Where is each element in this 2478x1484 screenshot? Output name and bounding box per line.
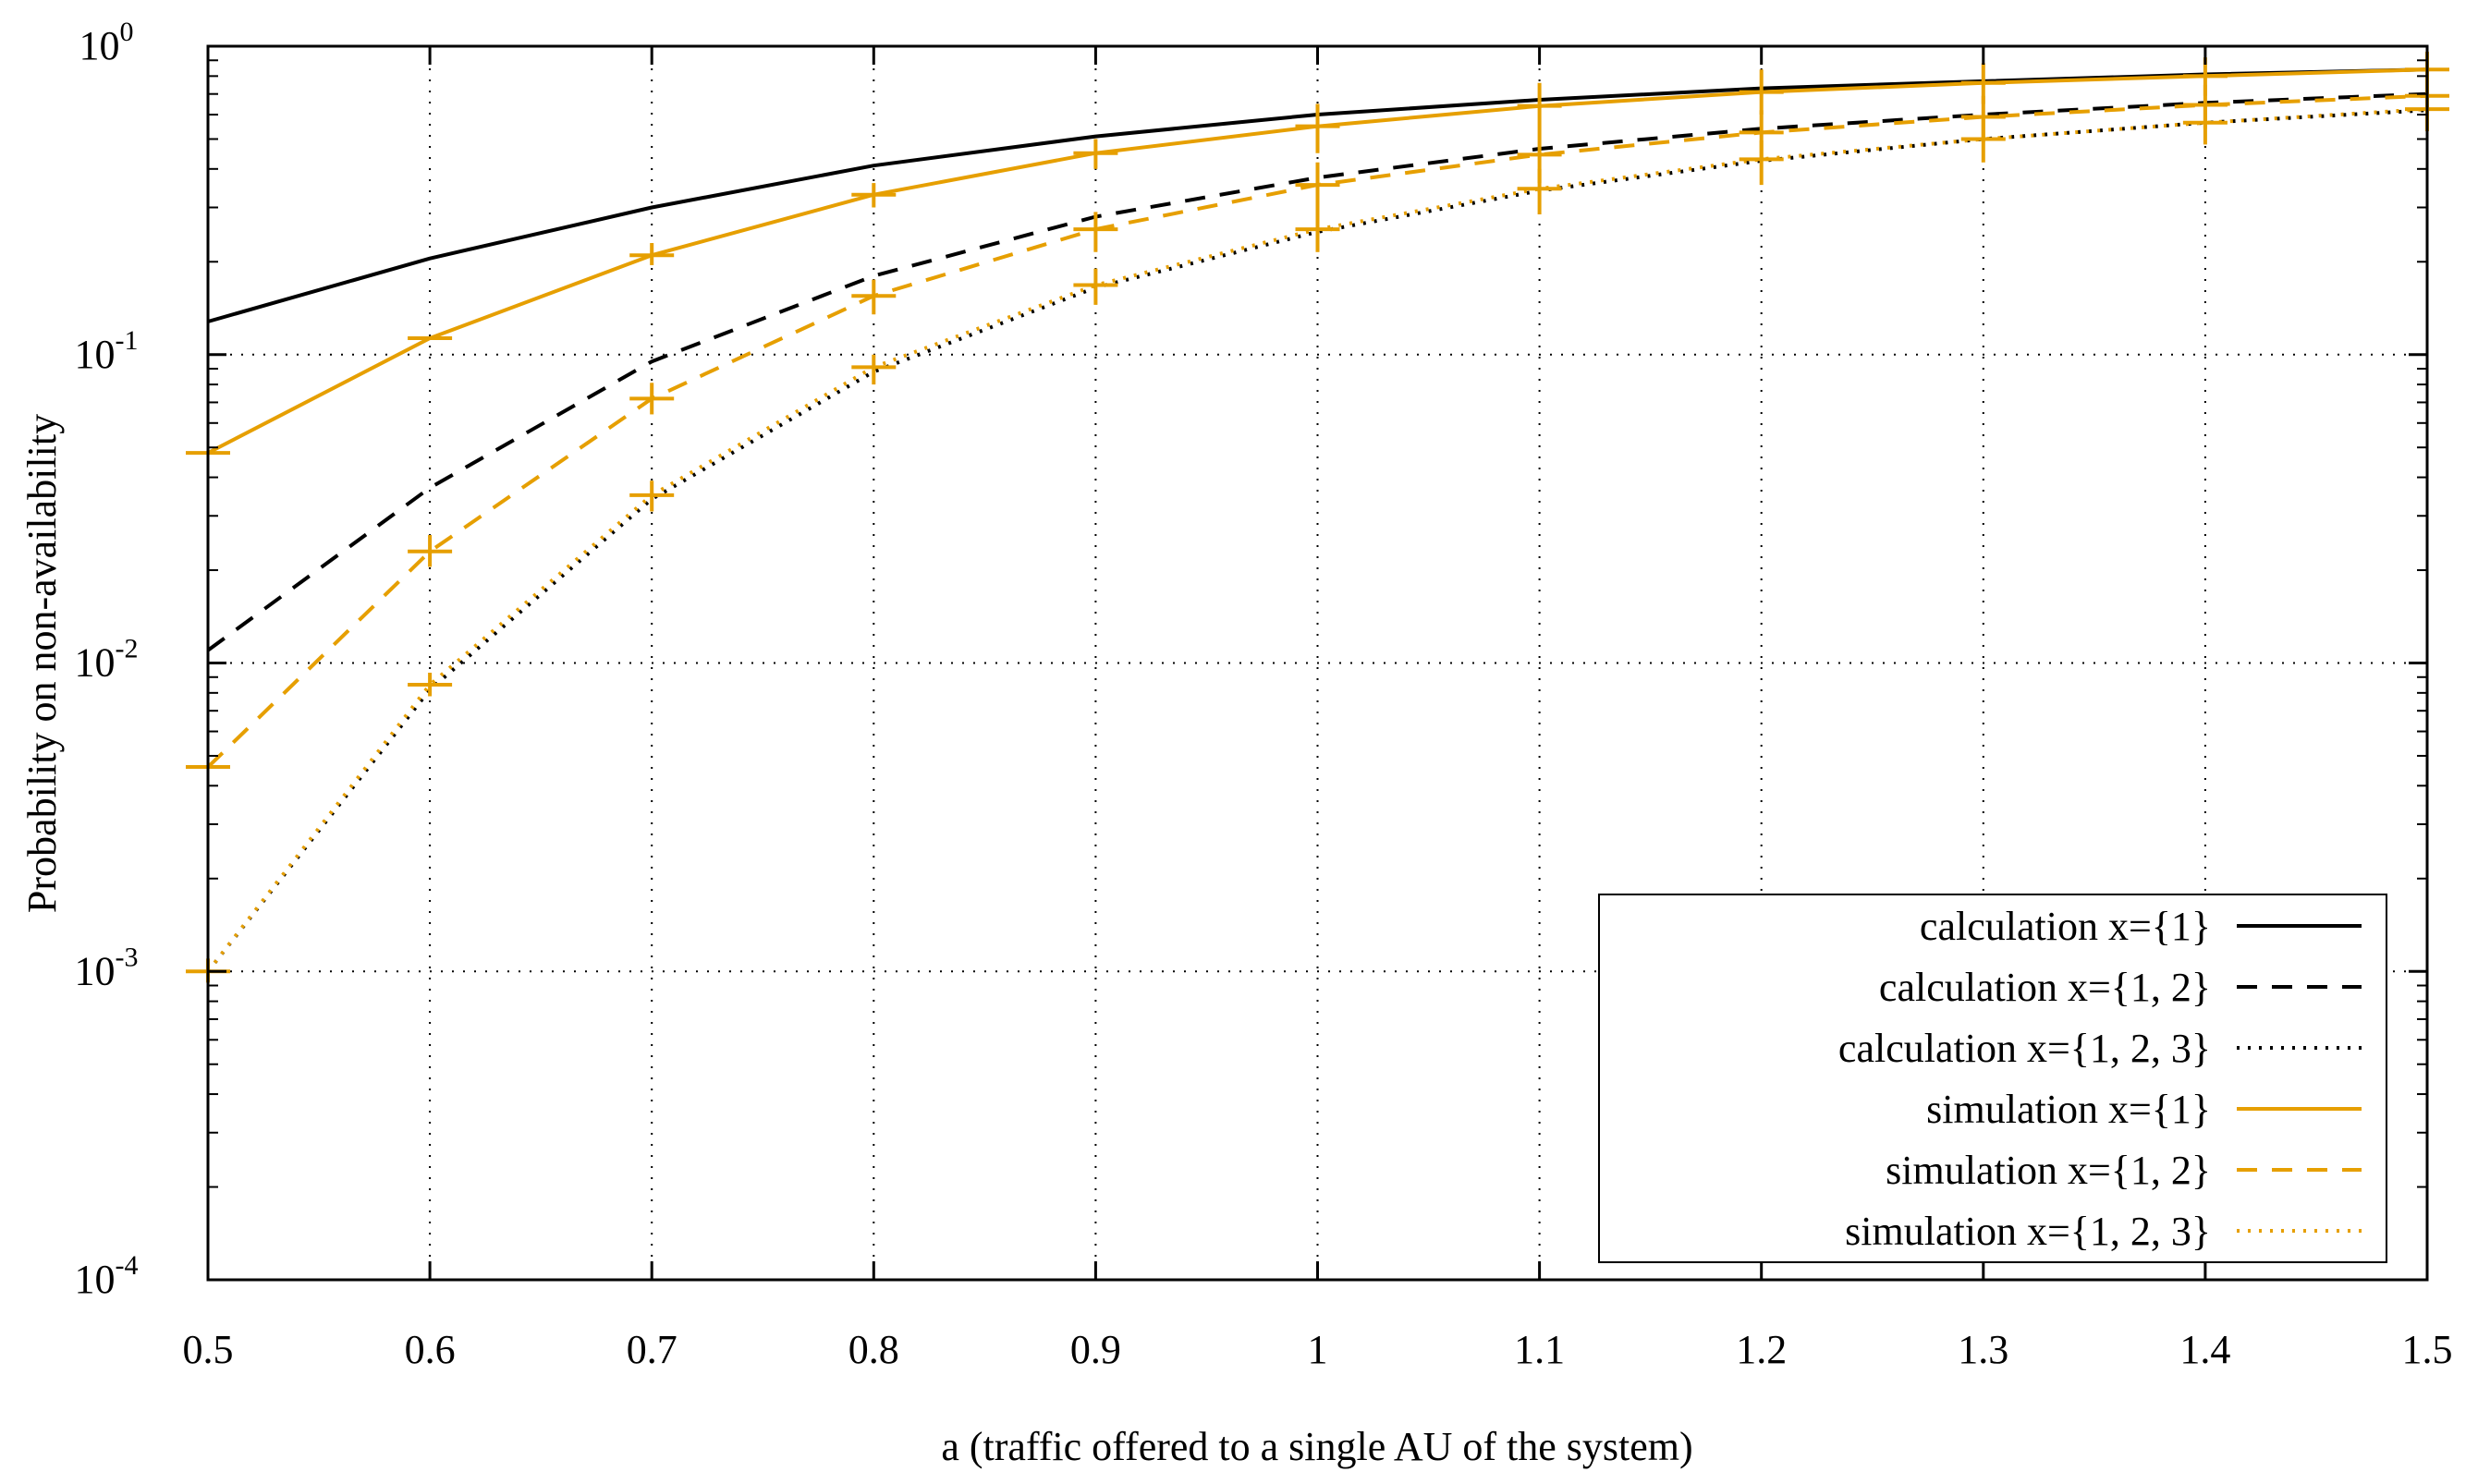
x-tick-label: 1.4 — [2179, 1327, 2230, 1372]
y-tick-exponent: -1 — [116, 325, 139, 356]
legend-label: simulation x={1, 2} — [1886, 1148, 2211, 1193]
series-4 — [186, 76, 2449, 770]
y-tick-label: 100 — [79, 17, 134, 68]
series-line — [206, 108, 2428, 973]
legend: calculation x={1} calculation x={1, 2} cal… — [1598, 894, 2387, 1263]
legend-box — [1598, 894, 2387, 1263]
y-tick-mantissa: 10 — [75, 1257, 116, 1302]
y-tick-label: 10-1 — [75, 325, 139, 377]
ticks: 0.5 0.6 0.7 0.8 0.9 1 1.1 1.2 1.3 1.4 1.510010-110… — [75, 17, 2453, 1372]
x-tick-label: 1.3 — [1958, 1327, 2008, 1372]
series-2 — [206, 108, 2428, 973]
y-tick-exponent: -3 — [116, 942, 139, 972]
series-5 — [186, 91, 2449, 983]
x-tick-label: 0.9 — [1070, 1327, 1121, 1372]
y-tick-exponent: -2 — [116, 634, 139, 664]
legend-label: simulation x={1} — [1926, 1087, 2211, 1132]
legend-label: calculation x={1, 2} — [1879, 965, 2211, 1010]
y-tick-exponent: -4 — [116, 1250, 139, 1281]
y-tick-label: 10-4 — [75, 1250, 139, 1302]
x-tick-label: 1.2 — [1736, 1327, 1787, 1372]
y-tick-mantissa: 10 — [75, 640, 116, 686]
x-tick-label: 0.7 — [627, 1327, 677, 1372]
x-tick-label: 1.5 — [2402, 1327, 2453, 1372]
y-axis-title: Probability on non-availability — [19, 414, 65, 913]
x-tick-label: 0.8 — [848, 1327, 899, 1372]
grid — [208, 46, 2427, 1280]
series-layer — [186, 51, 2449, 983]
x-tick-label: 0.5 — [183, 1327, 234, 1372]
x-axis-title: a (traffic offered to a single AU of the… — [941, 1424, 1692, 1469]
y-tick-mantissa: 10 — [79, 23, 120, 68]
y-tick-exponent: 0 — [120, 17, 134, 47]
y-tick-label: 10-2 — [75, 634, 139, 686]
legend-label: simulation x={1, 2, 3} — [1845, 1209, 2211, 1254]
x-tick-label: 1 — [1308, 1327, 1328, 1372]
y-tick-label: 10-3 — [75, 942, 139, 993]
x-tick-label: 0.6 — [405, 1327, 456, 1372]
y-tick-mantissa: 10 — [75, 332, 116, 377]
legend-label: calculation x={1} — [1920, 904, 2211, 949]
y-tick-mantissa: 10 — [75, 948, 116, 993]
legend-label: calculation x={1, 2, 3} — [1838, 1026, 2211, 1071]
x-tick-label: 1.1 — [1514, 1327, 1565, 1372]
